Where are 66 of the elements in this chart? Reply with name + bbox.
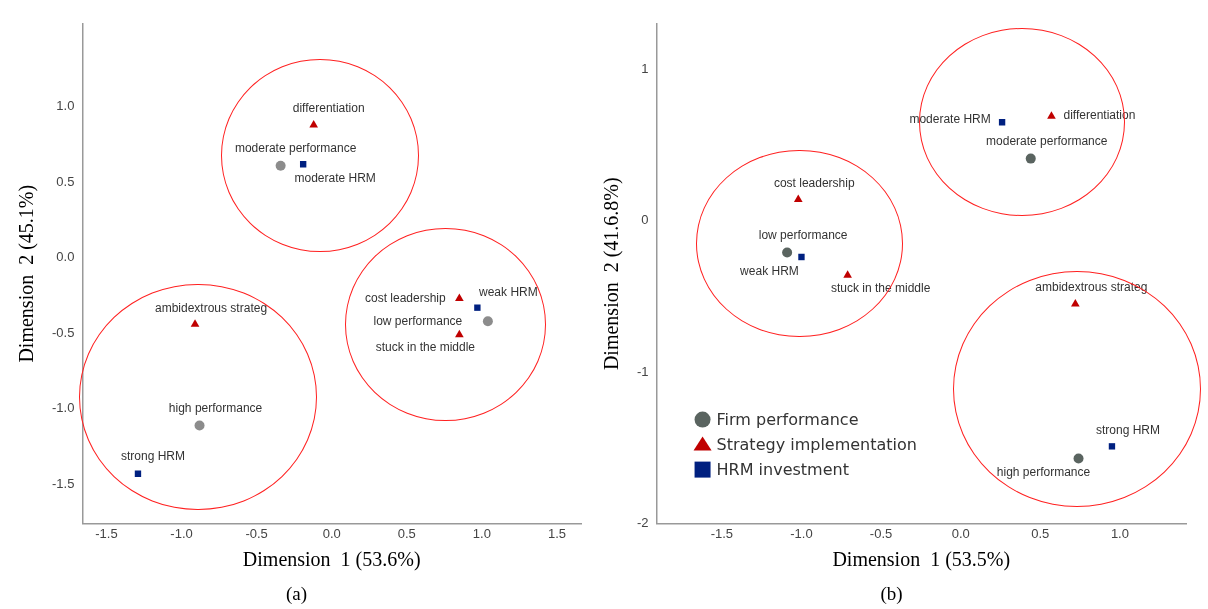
point bbox=[482, 316, 493, 327]
point bbox=[1071, 298, 1080, 307]
y-axis-title: Dimension 2 (45.1%) bbox=[15, 184, 39, 363]
x-tick-label: -1.5 bbox=[710, 525, 734, 541]
point bbox=[309, 119, 319, 128]
y-tick-label: -2 bbox=[637, 515, 649, 531]
point bbox=[1047, 111, 1056, 119]
x-tick-label: -0.5 bbox=[869, 525, 893, 541]
point bbox=[474, 304, 481, 311]
text: (b) bbox=[880, 582, 903, 605]
x-tick-label: 0.0 bbox=[322, 525, 341, 541]
annotation: stuck in the middle bbox=[375, 340, 476, 355]
annotation: high performance bbox=[996, 464, 1091, 479]
annotation: low performance bbox=[373, 313, 463, 328]
annotation: moderate HRM bbox=[294, 170, 376, 185]
point bbox=[798, 253, 805, 261]
x-tick-label: 0.5 bbox=[397, 525, 416, 541]
point bbox=[793, 194, 803, 202]
x-tick-label: -0.5 bbox=[245, 525, 268, 541]
point bbox=[455, 329, 464, 338]
x-tick-label: 0.5 bbox=[1031, 525, 1050, 541]
y-tick-label: 0.5 bbox=[56, 173, 75, 189]
x-tick-label: 1.0 bbox=[472, 525, 491, 541]
x-tick-label: -1.0 bbox=[790, 525, 813, 541]
y-tick-label: 0 bbox=[641, 212, 649, 228]
annotation: weak HRM bbox=[739, 264, 799, 279]
legend-label: HRM investment bbox=[716, 459, 849, 479]
x-tick-label: -1.5 bbox=[95, 525, 118, 541]
point bbox=[190, 319, 200, 327]
point bbox=[1025, 153, 1036, 164]
y-axis-title: Dimension 2 (41.6.8%) bbox=[600, 177, 624, 371]
annotation: cost leadership bbox=[364, 290, 447, 305]
point bbox=[1108, 443, 1116, 450]
point bbox=[455, 293, 464, 302]
annotation: moderate performance bbox=[234, 141, 357, 156]
x-tick-label: 1.5 bbox=[547, 525, 567, 541]
y-tick-label: -1.5 bbox=[51, 475, 75, 491]
point bbox=[782, 247, 793, 258]
point bbox=[275, 160, 286, 171]
annotation: cost leadership bbox=[773, 175, 855, 190]
annotation: weak HRM bbox=[478, 284, 538, 299]
text: (a) bbox=[285, 582, 308, 605]
annotation: stuck in the middle bbox=[830, 280, 931, 295]
point bbox=[1073, 453, 1084, 464]
y-tick-label: -1 bbox=[637, 363, 649, 379]
y-tick-label: -1.0 bbox=[51, 400, 75, 416]
x-axis-title: Dimension 1 (53.5%) bbox=[832, 548, 1011, 572]
legend-label: Firm performance bbox=[716, 409, 859, 429]
x-tick-label: -1.0 bbox=[170, 525, 193, 541]
point bbox=[843, 270, 852, 278]
y-tick-label: 0.0 bbox=[56, 249, 75, 265]
y-tick-label: -0.5 bbox=[51, 324, 75, 340]
x-axis-title: Dimension 1 (53.6%) bbox=[242, 548, 421, 572]
x-tick-label: 0.0 bbox=[951, 525, 970, 541]
point bbox=[194, 420, 205, 431]
annotation: ambidextrous strateg bbox=[155, 300, 268, 315]
y-tick-label: 1.0 bbox=[56, 98, 75, 114]
x-tick-label: 1.0 bbox=[1110, 525, 1129, 541]
annotation: high performance bbox=[168, 400, 263, 415]
annotation: low performance bbox=[758, 227, 848, 242]
legend-label: Strategy implementation bbox=[716, 434, 917, 454]
annotation: differentiation bbox=[292, 101, 365, 116]
annotation: strong HRM bbox=[120, 449, 185, 464]
annotation: strong HRM bbox=[1095, 422, 1160, 437]
y-tick-label: 1 bbox=[641, 60, 649, 76]
annotation: moderate performance bbox=[986, 133, 1108, 148]
